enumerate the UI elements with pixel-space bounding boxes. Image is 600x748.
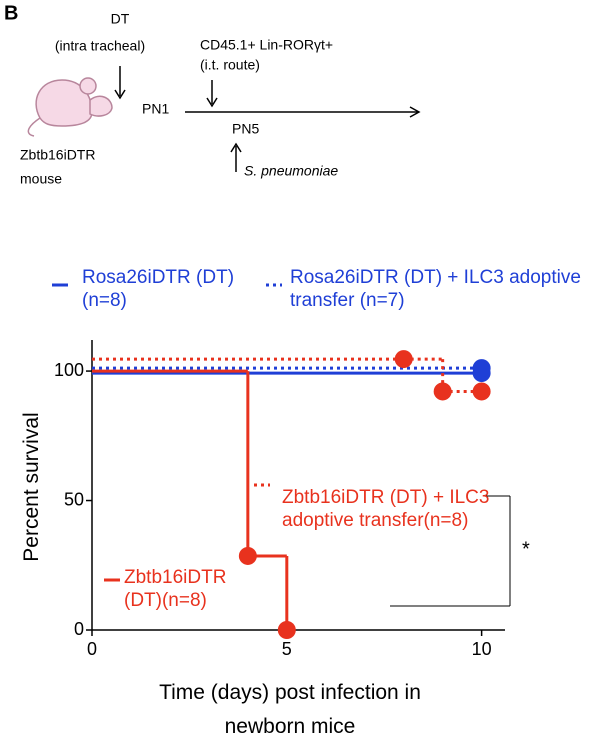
schematic-text: DT xyxy=(111,11,130,27)
schematic-text: Zbtb16iDTR xyxy=(20,147,95,163)
schematic-text: PN1 xyxy=(142,101,169,117)
schematic-text: CD45.1+ Lin-RORγt+ xyxy=(200,37,333,53)
infection-arrow-head xyxy=(230,142,242,153)
schematic-text: (i.t. route) xyxy=(200,57,260,73)
schematic-text: (intra tracheal) xyxy=(55,38,145,54)
x-axis-label: Time (days) post infection in newborn mi… xyxy=(159,681,421,738)
legend-entry: Zbtb16iDTR (DT)(n=8) xyxy=(124,567,227,611)
y-axis-label: Percent survival xyxy=(20,412,43,562)
dt-arrow-head xyxy=(114,89,126,100)
mouse-icon xyxy=(27,77,113,137)
y-tick-label: 50 xyxy=(64,489,84,509)
legend-entry: Rosa26iDTR (DT) + ILC3 adoptive transfer… xyxy=(290,267,581,311)
event-marker xyxy=(433,382,452,401)
legend-entry: Rosa26iDTR (DT) (n=8) xyxy=(82,267,235,311)
legend-entry: Zbtb16iDTR (DT) + ILC3 adoptive transfer… xyxy=(282,487,490,531)
y-tick-label: 0 xyxy=(74,619,84,639)
schematic-text: mouse xyxy=(20,171,62,187)
schematic-text: S. pneumoniae xyxy=(244,163,338,179)
panel-label: B xyxy=(4,2,18,24)
event-marker xyxy=(472,382,491,401)
event-marker xyxy=(472,359,491,378)
event-marker xyxy=(238,546,257,565)
significance-label: * xyxy=(522,538,530,560)
cells-arrow-head xyxy=(206,97,218,108)
event-marker xyxy=(394,350,413,369)
x-tick-label: 5 xyxy=(282,639,292,659)
schematic-text: PN5 xyxy=(232,121,259,137)
y-tick-label: 100 xyxy=(54,360,84,380)
event-marker xyxy=(277,621,296,639)
x-tick-label: 10 xyxy=(472,639,492,659)
significance-bracket xyxy=(390,495,511,607)
timeline-head xyxy=(409,106,421,118)
x-tick-label: 0 xyxy=(87,639,97,659)
